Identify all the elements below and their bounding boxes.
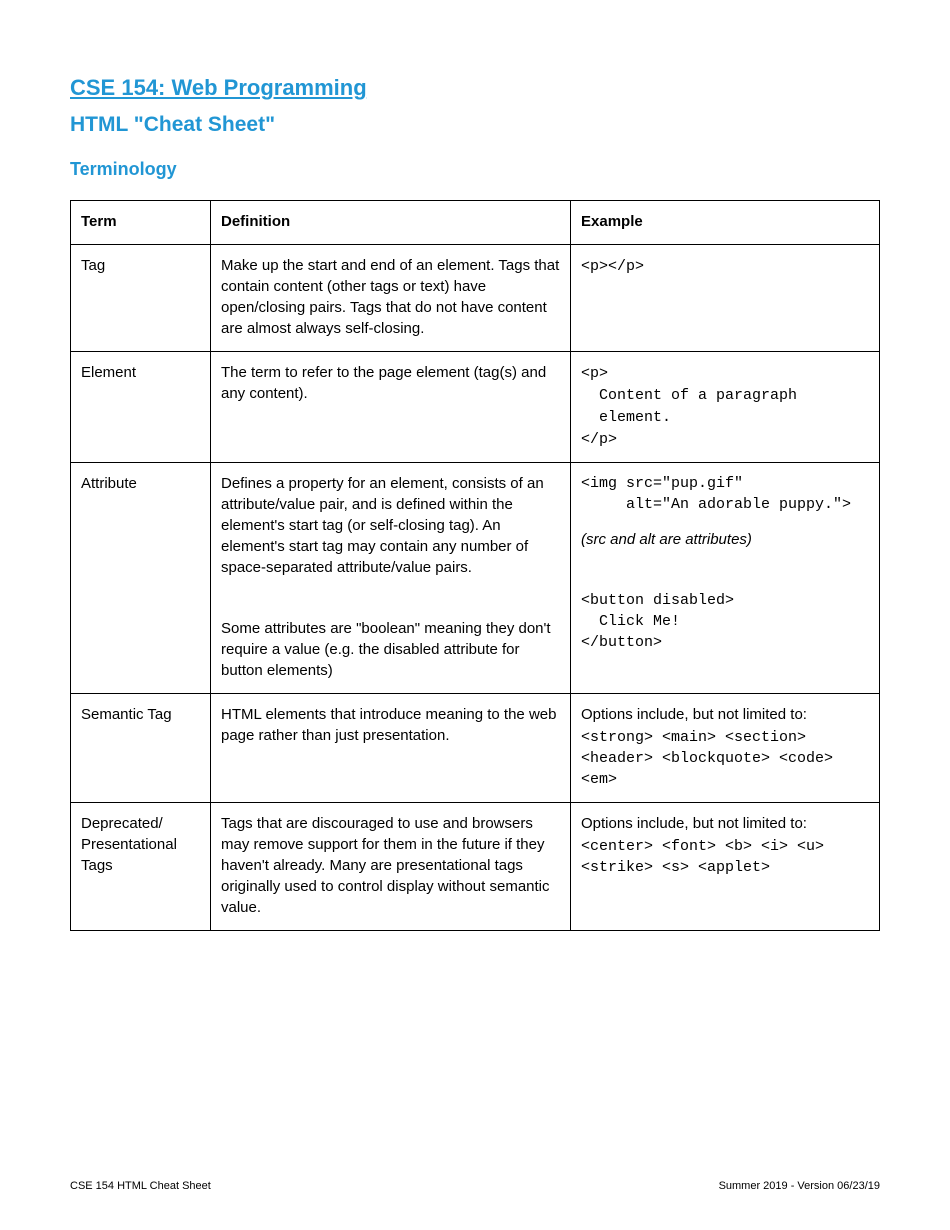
example-code: <p></p>: [581, 258, 644, 275]
example-cell: Options include, but not limited to: <ce…: [571, 803, 880, 931]
definition-cell: HTML elements that introduce meaning to …: [211, 694, 571, 803]
terminology-table: Term Definition Example Tag Make up the …: [70, 200, 880, 931]
footer-right: Summer 2019 - Version 06/23/19: [719, 1180, 880, 1192]
table-row: Tag Make up the start and end of an elem…: [71, 245, 880, 352]
footer-left: CSE 154 HTML Cheat Sheet: [70, 1180, 211, 1192]
example-code: <img src="pup.gif" alt="An adorable pupp…: [581, 473, 869, 515]
definition-cell: Make up the start and end of an element.…: [211, 245, 571, 352]
table-row: Deprecated/ Presentational Tags Tags tha…: [71, 803, 880, 931]
term-cell: Tag: [71, 245, 211, 352]
column-header-definition: Definition: [211, 201, 571, 245]
definition-paragraph: Some attributes are "boolean" meaning th…: [221, 618, 560, 681]
section-heading: Terminology: [70, 159, 880, 180]
definition-cell: The term to refer to the page element (t…: [211, 352, 571, 463]
table-row: Element The term to refer to the page el…: [71, 352, 880, 463]
term-cell: Attribute: [71, 463, 211, 694]
definition-cell: Defines a property for an element, consi…: [211, 463, 571, 694]
column-header-term: Term: [71, 201, 211, 245]
example-code: <strong> <main> <section> <header> <bloc…: [581, 727, 869, 790]
page-footer: CSE 154 HTML Cheat Sheet Summer 2019 - V…: [70, 1180, 880, 1192]
term-cell: Element: [71, 352, 211, 463]
example-block: <img src="pup.gif" alt="An adorable pupp…: [581, 473, 869, 550]
course-title-link[interactable]: CSE 154: Web Programming: [70, 75, 880, 101]
definition-cell: Tags that are discouraged to use and bro…: [211, 803, 571, 931]
table-row: Attribute Defines a property for an elem…: [71, 463, 880, 694]
example-code: <p> Content of a paragraph element. </p>: [581, 365, 797, 448]
example-code: <button disabled> Click Me! </button>: [581, 590, 869, 653]
example-block: <button disabled> Click Me! </button>: [581, 590, 869, 653]
term-cell: Deprecated/ Presentational Tags: [71, 803, 211, 931]
example-cell: <img src="pup.gif" alt="An adorable pupp…: [571, 463, 880, 694]
definition-text: Some attributes are "boolean" meaning th…: [221, 620, 551, 679]
definition-paragraph: Defines a property for an element, consi…: [221, 473, 560, 578]
example-code: <center> <font> <b> <i> <u> <strike> <s>…: [581, 836, 869, 878]
example-intro: Options include, but not limited to:: [581, 813, 869, 834]
table-row: Semantic Tag HTML elements that introduc…: [71, 694, 880, 803]
page-subtitle: HTML "Cheat Sheet": [70, 113, 880, 137]
example-cell: <p> Content of a paragraph element. </p>: [571, 352, 880, 463]
term-cell: Semantic Tag: [71, 694, 211, 803]
example-intro: Options include, but not limited to:: [581, 704, 869, 725]
example-cell: Options include, but not limited to: <st…: [571, 694, 880, 803]
column-header-example: Example: [571, 201, 880, 245]
table-header-row: Term Definition Example: [71, 201, 880, 245]
example-cell: <p></p>: [571, 245, 880, 352]
example-note: (src and alt are attributes): [581, 529, 869, 550]
